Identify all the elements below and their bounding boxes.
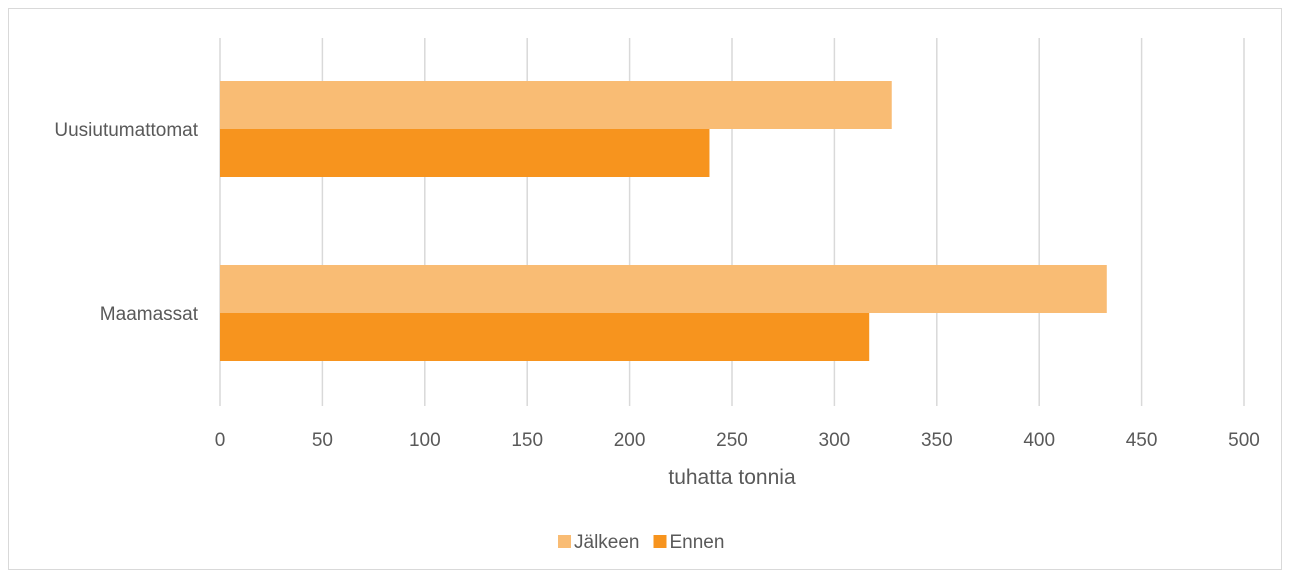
x-tick-label: 500 <box>1228 430 1260 451</box>
bar-Uusiutumattomat-Jälkeen <box>220 81 892 129</box>
x-tick-label: 250 <box>716 430 748 451</box>
category-labels: Uusiutumattomat Maamassat <box>54 120 198 325</box>
category-label: Uusiutumattomat <box>54 120 198 141</box>
bar-Maamassat-Jälkeen <box>220 265 1107 313</box>
x-axis-title: tuhatta tonnia <box>668 466 796 489</box>
bar-Uusiutumattomat-Ennen <box>220 129 710 177</box>
legend-swatch <box>653 535 667 548</box>
legend: Jälkeen Ennen <box>558 532 724 553</box>
x-tick-label: 450 <box>1126 430 1158 451</box>
legend-label: Jälkeen <box>574 532 640 553</box>
x-tick-label: 350 <box>921 430 953 451</box>
x-tick-label: 200 <box>614 430 646 451</box>
x-tick-label: 400 <box>1023 430 1055 451</box>
bar-Maamassat-Ennen <box>220 313 870 361</box>
legend-swatch <box>558 535 571 548</box>
category-label: Maamassat <box>100 304 199 325</box>
x-tick-labels: 0 50 100 150 200 250 300 350 400 450 500 <box>215 430 1260 451</box>
x-tick-label: 0 <box>215 430 226 451</box>
bars <box>220 81 1107 361</box>
x-tick-label: 100 <box>409 430 441 451</box>
x-tick-label: 300 <box>819 430 851 451</box>
legend-label: Ennen <box>670 532 725 553</box>
x-tick-label: 50 <box>312 430 333 451</box>
x-tick-label: 150 <box>511 430 543 451</box>
